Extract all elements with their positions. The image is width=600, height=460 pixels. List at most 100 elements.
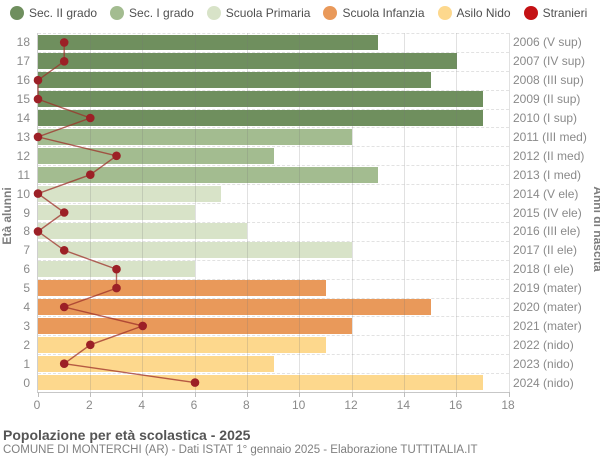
y-axis-title-right: Anni di nascita bbox=[591, 186, 600, 272]
bar-age-8 bbox=[38, 223, 248, 240]
tick-x-18 bbox=[508, 392, 510, 397]
row-separator bbox=[38, 278, 509, 280]
age-label-15: 15 bbox=[16, 92, 30, 107]
row-separator bbox=[38, 316, 509, 318]
bar-age-3 bbox=[38, 317, 352, 334]
xtick-label-4: 4 bbox=[138, 398, 145, 412]
bar-age-1 bbox=[38, 355, 274, 372]
bar-age-14 bbox=[38, 110, 483, 126]
tick-x-6 bbox=[194, 392, 196, 397]
stranieri-dot-age-14 bbox=[86, 113, 95, 123]
birth-label-2: 2022 (nido) bbox=[513, 337, 574, 352]
row-separator bbox=[38, 33, 509, 34]
stranieri-dot-age-1 bbox=[59, 359, 69, 369]
birth-label-12: 2012 (II med) bbox=[513, 148, 585, 163]
row-separator bbox=[38, 127, 509, 129]
chart-legend: Sec. II grado Sec. I grado Scuola Primaria… bbox=[10, 6, 596, 20]
tick-x-14 bbox=[403, 392, 405, 397]
gridline-x-6 bbox=[194, 33, 196, 392]
birth-label-5: 2019 (mater) bbox=[513, 281, 582, 296]
bar-age-18 bbox=[38, 34, 379, 51]
birth-label-8: 2016 (III ele) bbox=[513, 224, 581, 239]
birth-label-9: 2015 (IV ele) bbox=[513, 205, 582, 220]
stranieri-dot-age-7 bbox=[59, 246, 69, 255]
bar-age-5 bbox=[38, 280, 326, 297]
age-label-5: 5 bbox=[23, 281, 30, 296]
xtick-label-8: 8 bbox=[242, 398, 250, 412]
stranieri-dot-age-4 bbox=[59, 302, 69, 312]
birth-label-1: 2023 (nido) bbox=[513, 356, 574, 371]
gridline-x-16 bbox=[456, 33, 458, 392]
age-label-12: 12 bbox=[16, 148, 30, 163]
bar-age-0 bbox=[38, 374, 483, 391]
legend-label-sec1: Sec. I grado bbox=[129, 6, 194, 20]
gridline-x-14 bbox=[403, 33, 405, 392]
age-label-17: 17 bbox=[16, 54, 30, 69]
age-label-6: 6 bbox=[23, 262, 30, 277]
birth-label-13: 2011 (III med) bbox=[513, 129, 587, 144]
age-label-9: 9 bbox=[23, 205, 30, 220]
stranieri-dot-age-5 bbox=[112, 283, 121, 293]
row-separator bbox=[38, 108, 509, 110]
xtick-label-14: 14 bbox=[396, 398, 410, 412]
legend-label-stranieri: Stranieri bbox=[542, 6, 588, 20]
birth-label-10: 2014 (V ele) bbox=[513, 186, 579, 201]
stranieri-dot-age-9 bbox=[59, 208, 69, 217]
legend-item-stranieri: Stranieri bbox=[523, 6, 588, 20]
row-separator bbox=[38, 297, 509, 299]
tick-x-0 bbox=[37, 392, 39, 397]
stranieri-line-layer bbox=[33, 38, 200, 387]
bar-age-2 bbox=[38, 336, 326, 353]
birth-label-14: 2010 (I sup) bbox=[513, 111, 578, 126]
age-label-3: 3 bbox=[23, 318, 30, 333]
stranieri-dot-age-0 bbox=[190, 378, 200, 387]
birth-label-0: 2024 (nido) bbox=[513, 375, 574, 390]
age-label-13: 13 bbox=[16, 129, 30, 144]
age-label-0: 0 bbox=[23, 375, 30, 390]
legend-item-sec2: Sec. II grado bbox=[10, 6, 97, 20]
legend-label-nido: Asilo Nido bbox=[456, 6, 511, 20]
birth-label-3: 2021 (mater) bbox=[513, 318, 582, 333]
stranieri-dot-age-3 bbox=[138, 321, 147, 331]
stranieri-dot-age-10 bbox=[33, 189, 43, 198]
age-label-8: 8 bbox=[23, 224, 30, 239]
row-separator bbox=[38, 51, 509, 53]
tick-x-12 bbox=[351, 392, 353, 397]
xtick-label-18: 18 bbox=[501, 398, 515, 412]
age-label-16: 16 bbox=[16, 73, 30, 88]
stranieri-dot-age-2 bbox=[86, 340, 95, 350]
row-separator bbox=[38, 165, 509, 167]
tick-x-8 bbox=[246, 392, 248, 397]
row-separator bbox=[38, 221, 509, 223]
gridline-x-12 bbox=[351, 33, 353, 392]
age-label-4: 4 bbox=[23, 299, 30, 314]
legend-swatch-stranieri bbox=[523, 6, 538, 20]
legend-item-nido: Asilo Nido bbox=[437, 6, 511, 20]
gridline-x-8 bbox=[246, 33, 248, 392]
birth-label-11: 2013 (I med) bbox=[513, 167, 582, 182]
stranieri-dot-age-15 bbox=[33, 94, 43, 104]
bar-age-10 bbox=[38, 185, 222, 202]
stranieri-dot-age-8 bbox=[33, 227, 43, 236]
row-separator bbox=[38, 184, 509, 186]
legend-swatch-nido bbox=[437, 6, 452, 20]
row-separator bbox=[38, 240, 509, 242]
y-axis-title-left: Età alunni bbox=[0, 187, 14, 245]
gridline-x-18 bbox=[508, 33, 510, 392]
legend-item-primaria: Scuola Primaria bbox=[206, 6, 310, 20]
stranieri-dot-age-11 bbox=[86, 170, 95, 179]
birth-label-17: 2007 (IV sup) bbox=[513, 54, 586, 69]
row-separator bbox=[38, 373, 509, 375]
legend-item-infanzia: Scuola Infanzia bbox=[323, 6, 425, 20]
birth-label-18: 2006 (V sup) bbox=[513, 35, 582, 50]
stranieri-dot-age-12 bbox=[112, 151, 121, 161]
row-separator bbox=[38, 89, 509, 91]
age-label-11: 11 bbox=[17, 167, 30, 182]
tick-x-10 bbox=[299, 392, 301, 397]
bar-age-17 bbox=[38, 53, 457, 70]
stranieri-dot-age-13 bbox=[33, 132, 43, 142]
age-label-18: 18 bbox=[16, 35, 30, 50]
plot-area bbox=[33, 33, 510, 397]
bar-age-11 bbox=[38, 166, 379, 183]
